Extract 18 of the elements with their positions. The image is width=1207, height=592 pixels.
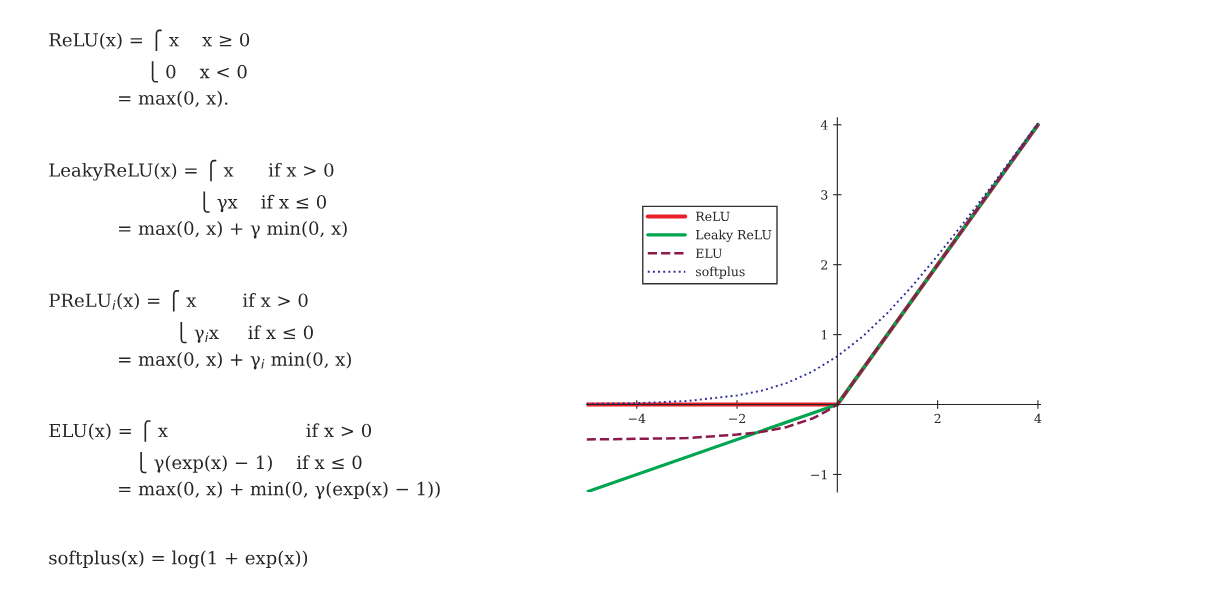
legend-label: softplus [695,266,745,279]
x-tick-label: −2 [729,413,746,424]
x-tick-label: 4 [1034,413,1042,424]
y-tick-label: −1 [811,469,827,480]
text: PReLU$_{i}$(x) = ⎧ x if x > 0 ⎩ γ$_{i}$x if x ≤ 0 = max(0, x) + γ$_{i}$ min(0, x) [49,290,351,370]
text: ReLU(x) = ⎧ x x ≥ 0 ⎩ 0 x < 0 = max(0, x). [49,29,250,108]
legend-label: Leaky ReLU [695,229,772,242]
text: ELU(x) = ⎧ x if x > 0 ⎩ γ(exp(x) − 1) if x ≤ 0 = max(0, x) + min(0, γ(exp(x) − 1)) [49,420,440,500]
text: LeakyReLU(x) = ⎧ x if x > 0 ⎩ γx if x ≤ 0 = max(0, x) + γ min(0, x) [49,159,347,239]
y-tick-label: 1 [821,330,827,340]
text: softplus(x) = log(1 + exp(x)) [49,550,308,569]
y-tick-label: 2 [821,260,828,270]
legend-label: ELU [695,248,722,258]
legend-label: ReLU [695,211,730,222]
y-tick-label: 3 [821,190,828,200]
x-tick-label: −4 [628,413,646,424]
x-tick-label: 2 [934,413,941,424]
y-tick-label: 4 [820,120,828,130]
